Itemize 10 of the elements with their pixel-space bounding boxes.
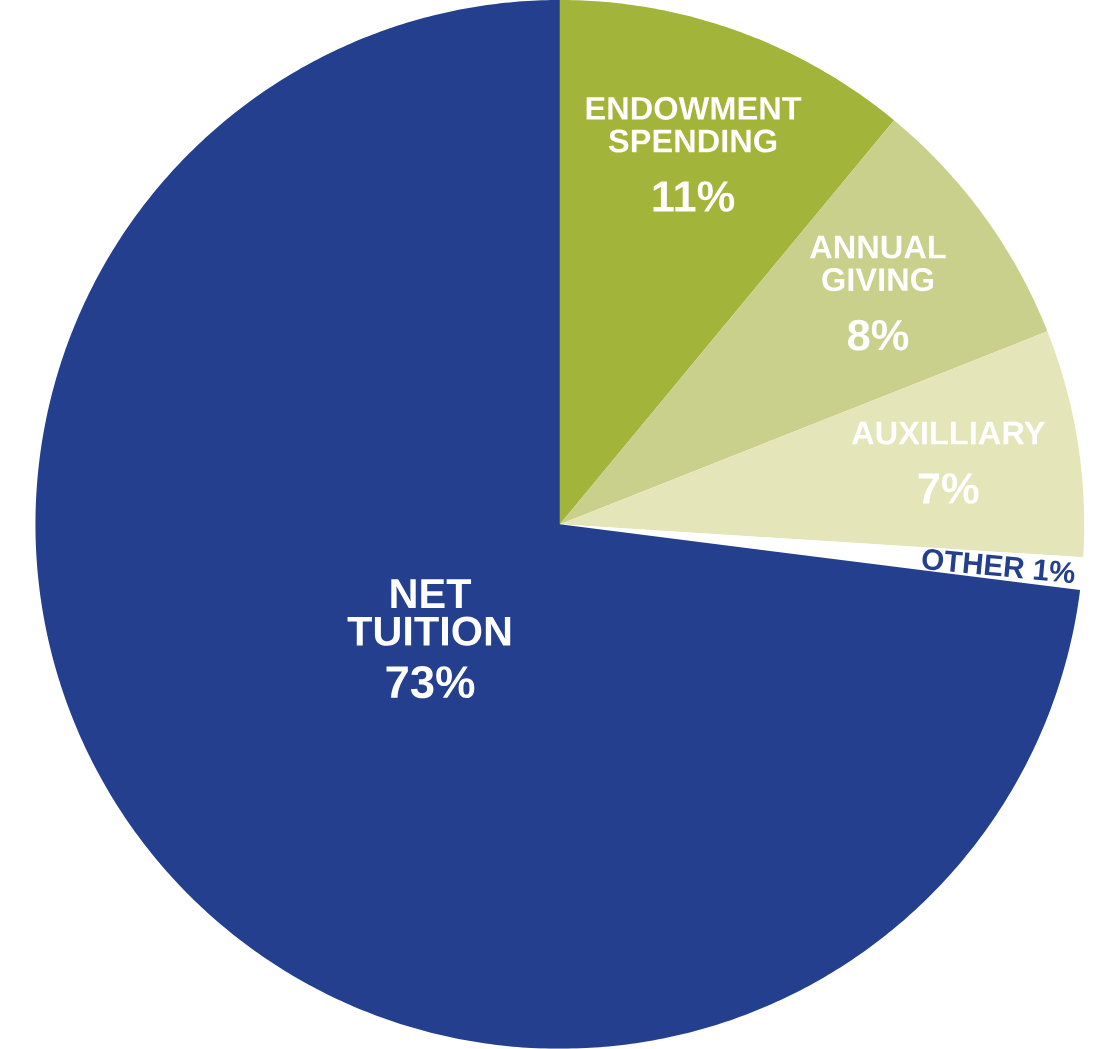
data-label: 1% <box>1033 559 1075 584</box>
slice-label: ANNUAL GIVING <box>810 235 946 292</box>
data-label: 11% <box>653 181 735 212</box>
slice-label: OTHER <box>922 549 1024 579</box>
data-label: 8% <box>847 319 909 351</box>
slice-label: ENDOWMENT SPENDING <box>586 96 802 153</box>
slice-label: AUXILLIARY <box>851 421 1045 445</box>
slice-label: NET TUITION <box>347 579 511 646</box>
data-label: 7% <box>918 473 979 504</box>
data-label: 73% <box>386 666 475 699</box>
